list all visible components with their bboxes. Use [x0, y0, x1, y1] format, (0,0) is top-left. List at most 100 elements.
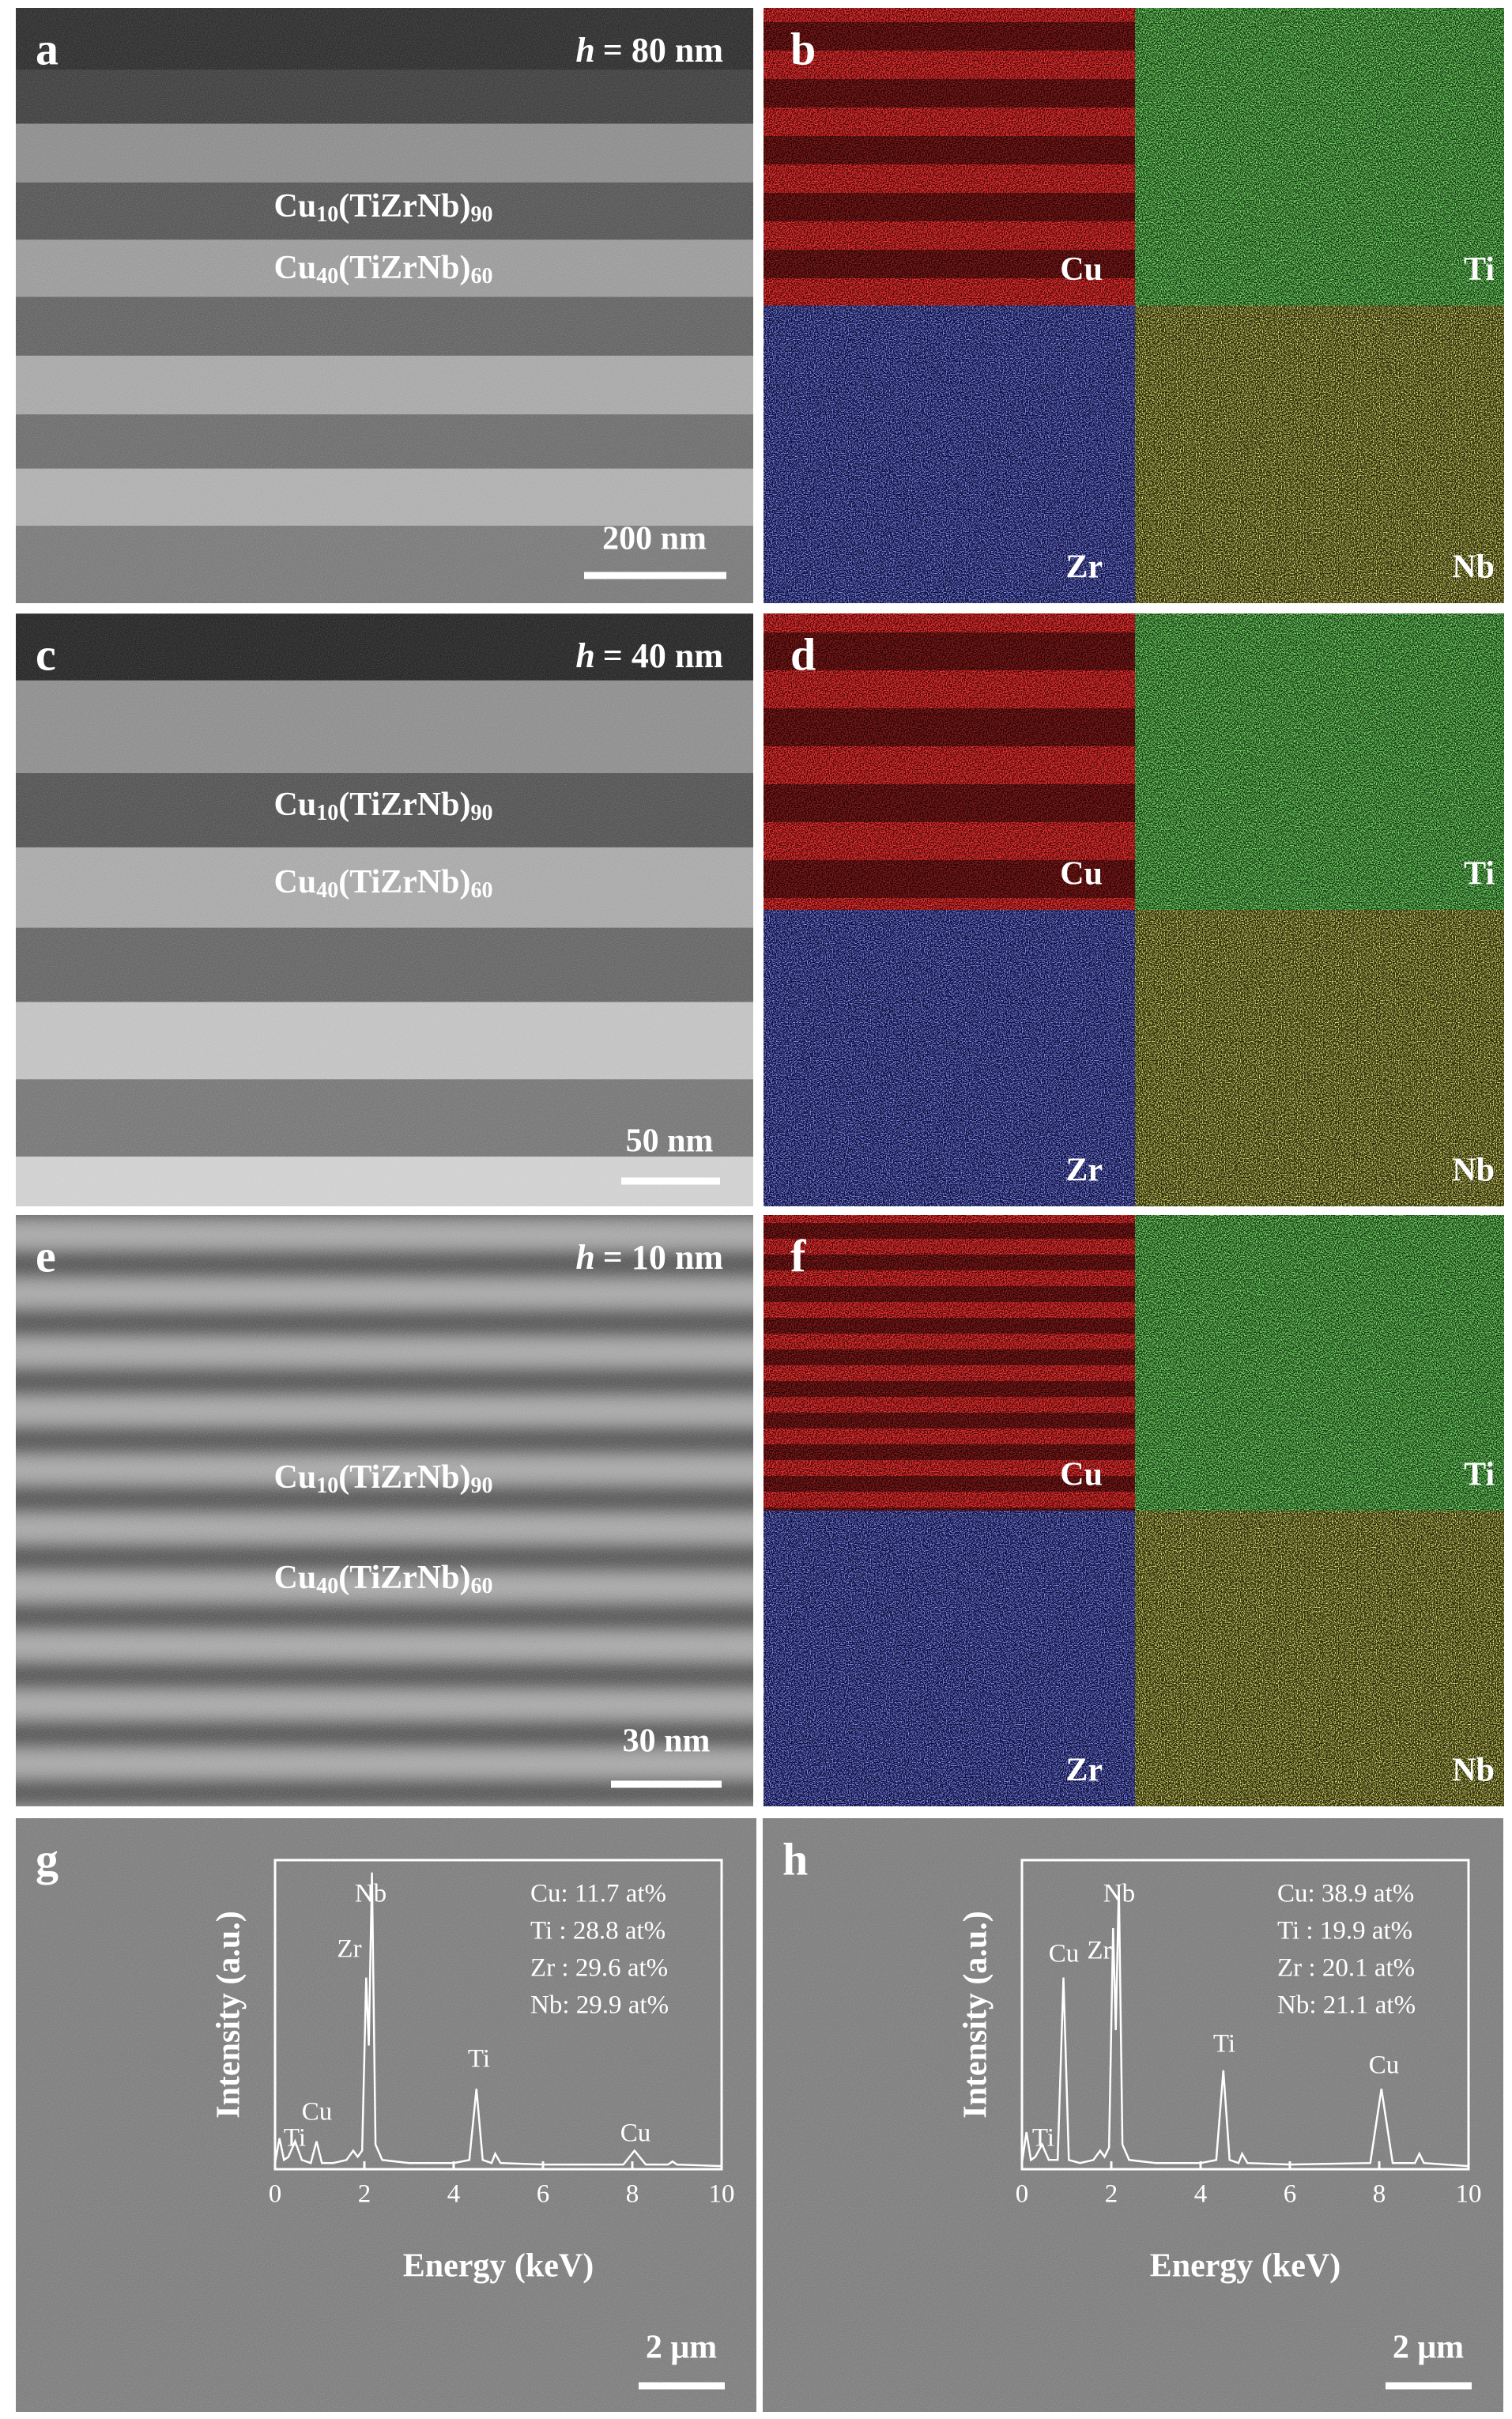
- x-axis-label: Energy (keV): [1150, 2248, 1340, 2285]
- layer-label: Cu10(TiZrNb)90: [274, 787, 493, 826]
- x-tick-label: 4: [1194, 2180, 1208, 2209]
- layer-base: Cu: [274, 1560, 317, 1596]
- peak-label: Cu: [620, 2119, 651, 2148]
- layer-sub: 90: [470, 801, 492, 825]
- thickness-label: h = 10 nm: [575, 1238, 723, 1277]
- map-stripe: [764, 784, 1135, 822]
- map-dots: [1135, 8, 1504, 306]
- layer-sub: 90: [470, 202, 492, 227]
- grain: [763, 1818, 1503, 2412]
- layer-sub: 10: [316, 801, 338, 825]
- composition-text: Nb: 21.1 at%: [1277, 1991, 1416, 2020]
- layer-mid: (TiZrNb): [338, 188, 470, 225]
- peak-label: Cu: [1049, 1940, 1080, 1968]
- x-tick-label: 4: [447, 2180, 461, 2209]
- layer-sub: 60: [470, 1574, 492, 1598]
- element-label: Ti: [1464, 251, 1495, 288]
- peak-label: Zr: [337, 1935, 361, 1964]
- composition-text: Cu: 11.7 at%: [530, 1880, 666, 1908]
- layer-sub: 40: [316, 1574, 338, 1598]
- map-stripe: [764, 79, 1135, 108]
- map-dots: [764, 8, 1135, 306]
- map-dots: [1135, 1215, 1504, 1511]
- grain: [16, 8, 753, 603]
- element-label: Ti: [1464, 1457, 1495, 1493]
- map-dots: [1135, 1511, 1504, 1806]
- thickness-value: = 40 nm: [603, 636, 723, 675]
- scale-bar-label: 2 μm: [1393, 2330, 1464, 2366]
- panel-label: f: [790, 1230, 806, 1281]
- x-tick-label: 0: [269, 2180, 282, 2209]
- layer-mid: (TiZrNb): [338, 1560, 470, 1596]
- element-label: Cu: [1060, 856, 1103, 893]
- scale-bar-label: 200 nm: [602, 521, 707, 557]
- map-stripe: [764, 1381, 1135, 1397]
- layer-label: Cu10(TiZrNb)90: [274, 188, 493, 228]
- stem-bands: [16, 1215, 753, 1806]
- map-dots: [764, 1511, 1135, 1806]
- composition-text: Zr : 29.6 at%: [530, 1954, 668, 1983]
- panel-label: e: [36, 1230, 56, 1281]
- map-dots: [1135, 305, 1504, 603]
- thickness-label: h = 80 nm: [575, 31, 723, 70]
- map-dots: [764, 1215, 1135, 1511]
- peak-label: Ti: [284, 2124, 306, 2153]
- layer-mid: (TiZrNb): [338, 787, 470, 823]
- grain: [16, 1818, 756, 2412]
- map-stripe: [764, 1255, 1135, 1270]
- x-tick-label: 2: [358, 2180, 371, 2209]
- map-stripe: [764, 632, 1135, 670]
- panel-label: h: [782, 1833, 808, 1885]
- peak-label: Ti: [1032, 2124, 1054, 2153]
- thickness-symbol: h: [575, 31, 594, 70]
- element-label: Nb: [1452, 1153, 1495, 1189]
- panel-label: a: [36, 23, 58, 74]
- x-tick-label: 8: [626, 2180, 639, 2209]
- peak-label: Cu: [302, 2098, 333, 2127]
- element-label: Cu: [1060, 251, 1103, 288]
- map-dots: [764, 613, 1135, 910]
- map-stripe: [764, 1318, 1135, 1334]
- layer-label: Cu40(TiZrNb)60: [274, 250, 493, 289]
- spectrum-line: [273, 1872, 722, 2168]
- map-stripe: [764, 22, 1135, 51]
- map-dots: [764, 305, 1135, 603]
- layer-label: Cu10(TiZrNb)90: [274, 1459, 493, 1499]
- layer-mid: (TiZrNb): [338, 1459, 470, 1496]
- x-tick-label: 6: [537, 2180, 550, 2209]
- layer-label: Cu40(TiZrNb)60: [274, 864, 493, 904]
- x-tick-label: 2: [1105, 2180, 1118, 2209]
- thickness-label: h = 40 nm: [575, 636, 723, 675]
- element-label: Ti: [1464, 856, 1495, 893]
- stem-image: [16, 8, 753, 603]
- element-label: Zr: [1065, 549, 1103, 586]
- map-stripe: [764, 1349, 1135, 1365]
- element-label: Cu: [1060, 1457, 1103, 1493]
- map-stripe: [764, 1476, 1135, 1492]
- map-stripe: [764, 1508, 1135, 1511]
- layer-base: Cu: [274, 864, 317, 900]
- peak-label: Ti: [1213, 2030, 1235, 2059]
- map-stripe: [764, 860, 1135, 898]
- composition-text: Ti : 19.9 at%: [1277, 1917, 1412, 1945]
- x-tick-label: 0: [1016, 2180, 1029, 2209]
- composition-text: Ti : 28.8 at%: [530, 1917, 666, 1945]
- x-axis-label: Energy (keV): [403, 2248, 594, 2285]
- x-tick-label: 10: [1456, 2180, 1482, 2209]
- layer-sub: 10: [316, 1474, 338, 1498]
- element-label: Zr: [1065, 1753, 1103, 1789]
- composition-text: Zr : 20.1 at%: [1277, 1954, 1415, 1983]
- stem-image: [16, 1215, 753, 1806]
- composition-text: Nb: 29.9 at%: [530, 1991, 669, 2020]
- map-stripe: [764, 136, 1135, 164]
- layer-sub: 60: [470, 264, 492, 289]
- peak-label: Cu: [1369, 2051, 1400, 2080]
- scale-bar-label: 50 nm: [626, 1123, 714, 1160]
- layer-mid: (TiZrNb): [338, 864, 470, 900]
- y-axis-label: Intensity (a.u.): [958, 1911, 994, 2119]
- panel-label: c: [36, 628, 56, 680]
- map-stripe: [764, 1413, 1135, 1428]
- stem-bands: [16, 8, 753, 603]
- y-axis-label: Intensity (a.u.): [211, 1911, 247, 2119]
- plot-frame: [1020, 1859, 1470, 2171]
